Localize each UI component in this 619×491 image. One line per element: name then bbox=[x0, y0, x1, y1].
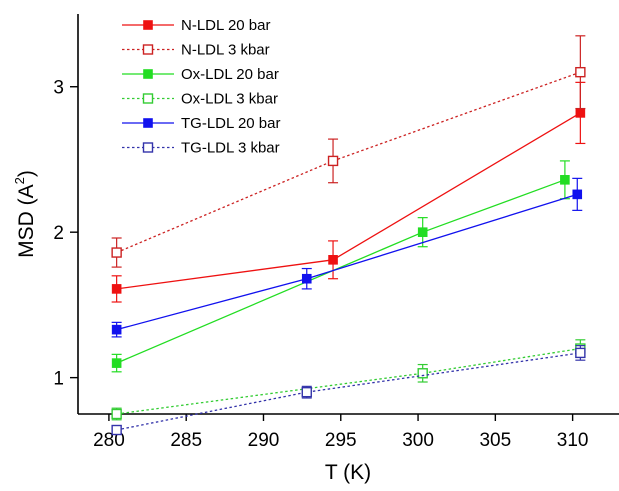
data-point-marker bbox=[327, 155, 339, 167]
data-point-marker bbox=[301, 273, 312, 284]
legend-label: N-LDL 3 kbar bbox=[181, 42, 270, 59]
x-axis-title: T (K) bbox=[325, 461, 371, 484]
data-point-marker bbox=[572, 189, 583, 200]
legend-label: Ox-LDL 3 kbar bbox=[181, 91, 278, 108]
y-axis-title-base: MSD (A bbox=[15, 184, 38, 258]
x-tick-label: 280 bbox=[93, 430, 125, 451]
ticks: 280 285 290 295 300 305 310 1 2 3 bbox=[53, 78, 588, 451]
data-point-marker bbox=[111, 424, 122, 436]
data-point-marker bbox=[142, 93, 154, 104]
series-line bbox=[116, 347, 581, 415]
series-group bbox=[111, 339, 586, 421]
x-tick-label: 310 bbox=[557, 430, 589, 451]
legend-label: Ox-LDL 20 bar bbox=[181, 66, 279, 83]
legend-label: N-LDL 20 bar bbox=[181, 17, 271, 34]
data-point-marker bbox=[143, 69, 153, 79]
data-point-marker bbox=[575, 108, 586, 118]
data-point-marker bbox=[575, 66, 586, 78]
y-tick-label: 2 bbox=[53, 223, 64, 244]
data-point-marker bbox=[111, 358, 122, 368]
data-point-marker bbox=[575, 347, 586, 359]
legend-label: TG-LDL 20 bar bbox=[181, 115, 281, 132]
x-tick-label: 285 bbox=[170, 430, 202, 451]
data-point-marker bbox=[417, 368, 428, 379]
data-point-marker bbox=[328, 255, 338, 265]
data-point-marker bbox=[560, 175, 570, 185]
data-point-marker bbox=[142, 142, 154, 153]
data-point-marker bbox=[417, 227, 428, 237]
data-point-marker bbox=[111, 324, 122, 335]
y-tick-label: 3 bbox=[53, 78, 64, 99]
series-group bbox=[111, 35, 586, 268]
data-point-marker bbox=[111, 247, 122, 258]
y-axis-title: MSD (A2) bbox=[12, 170, 38, 258]
data-point-marker bbox=[142, 44, 154, 55]
y-axis-title-end: ) bbox=[15, 170, 38, 177]
data-point-marker bbox=[301, 386, 312, 398]
legend-label: TG-LDL 3 kbar bbox=[181, 140, 280, 157]
x-tick-label: 300 bbox=[402, 430, 434, 451]
series-line bbox=[116, 193, 578, 331]
data-point-marker bbox=[143, 20, 153, 30]
y-tick-label: 1 bbox=[53, 369, 64, 390]
y-axis-title-sup: 2 bbox=[12, 177, 27, 184]
data-point-marker bbox=[143, 118, 153, 128]
series-line bbox=[116, 179, 566, 364]
x-tick-label: 295 bbox=[325, 430, 357, 451]
series-group bbox=[111, 345, 586, 436]
x-tick-label: 305 bbox=[479, 430, 511, 451]
series-layer bbox=[111, 35, 586, 436]
series-group bbox=[111, 177, 583, 338]
data-point-marker bbox=[111, 408, 122, 420]
legend: N-LDL 20 bar N-LDL 3 kbar Ox-LDL 20 bar Ox-… bbox=[122, 17, 281, 157]
data-point-marker bbox=[111, 284, 122, 294]
series-group bbox=[111, 160, 570, 373]
x-tick-label: 290 bbox=[248, 430, 280, 451]
